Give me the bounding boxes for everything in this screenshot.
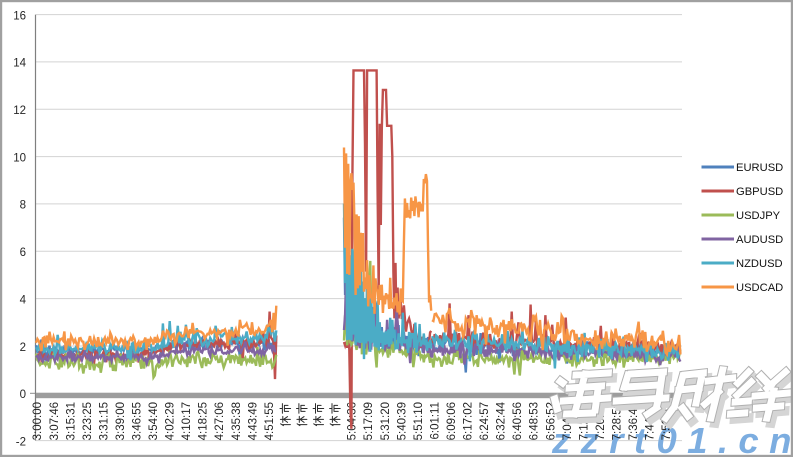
svg-text:6:09:06: 6:09:06	[446, 402, 458, 440]
svg-text:6: 6	[20, 247, 26, 259]
svg-text:5:31:20: 5:31:20	[380, 402, 392, 440]
svg-text:3:07:46: 3:07:46	[49, 402, 61, 440]
svg-text:GBPUSD: GBPUSD	[736, 186, 783, 198]
svg-text:4:18:25: 4:18:25	[198, 402, 210, 440]
svg-text:4: 4	[20, 294, 27, 306]
svg-text:USDCAD: USDCAD	[736, 282, 783, 294]
svg-text:AUDUSD: AUDUSD	[736, 234, 783, 246]
svg-text:6:01:11: 6:01:11	[429, 402, 441, 440]
svg-text:6:17:02: 6:17:02	[463, 402, 475, 440]
svg-text:4:10:17: 4:10:17	[181, 402, 193, 440]
svg-text:6:40:56: 6:40:56	[512, 402, 524, 440]
svg-text:4:43:49: 4:43:49	[247, 402, 259, 440]
svg-text:4:35:38: 4:35:38	[231, 402, 243, 440]
svg-text:NZDUSD: NZDUSD	[736, 258, 783, 270]
svg-text:16: 16	[13, 10, 26, 22]
svg-text:8: 8	[20, 200, 26, 212]
svg-text:3:39:00: 3:39:00	[115, 402, 127, 440]
svg-text:3:15:31: 3:15:31	[65, 402, 77, 440]
svg-text:USDJPY: USDJPY	[736, 210, 781, 222]
svg-text:4:27:06: 4:27:06	[214, 402, 226, 440]
svg-text:3:31:15: 3:31:15	[98, 402, 110, 440]
svg-text:6:24:57: 6:24:57	[479, 402, 491, 440]
svg-text:4:02:29: 4:02:29	[165, 402, 177, 440]
svg-text:7:36:49: 7:36:49	[628, 402, 640, 440]
svg-text:14: 14	[13, 58, 26, 70]
svg-text:12: 12	[13, 105, 26, 117]
svg-text:3:00:00: 3:00:00	[32, 402, 44, 440]
svg-text:5:17:09: 5:17:09	[363, 402, 375, 440]
svg-text:3:54:40: 3:54:40	[148, 402, 160, 440]
svg-text:10: 10	[13, 152, 26, 164]
svg-text:EURUSD: EURUSD	[736, 162, 783, 174]
svg-text:6:48:53: 6:48:53	[529, 402, 541, 440]
svg-text:6:32:44: 6:32:44	[496, 401, 508, 440]
svg-text:2: 2	[20, 342, 26, 354]
svg-text:5:40:39: 5:40:39	[396, 402, 408, 440]
svg-text:-2: -2	[16, 436, 26, 448]
svg-text:3:23:25: 3:23:25	[82, 402, 94, 440]
svg-text:3:46:55: 3:46:55	[132, 402, 144, 440]
svg-text:0: 0	[20, 389, 26, 401]
svg-text:4:51:55: 4:51:55	[264, 402, 276, 440]
svg-text:5:51:10: 5:51:10	[413, 402, 425, 440]
svg-text:7:28:58: 7:28:58	[612, 402, 624, 440]
